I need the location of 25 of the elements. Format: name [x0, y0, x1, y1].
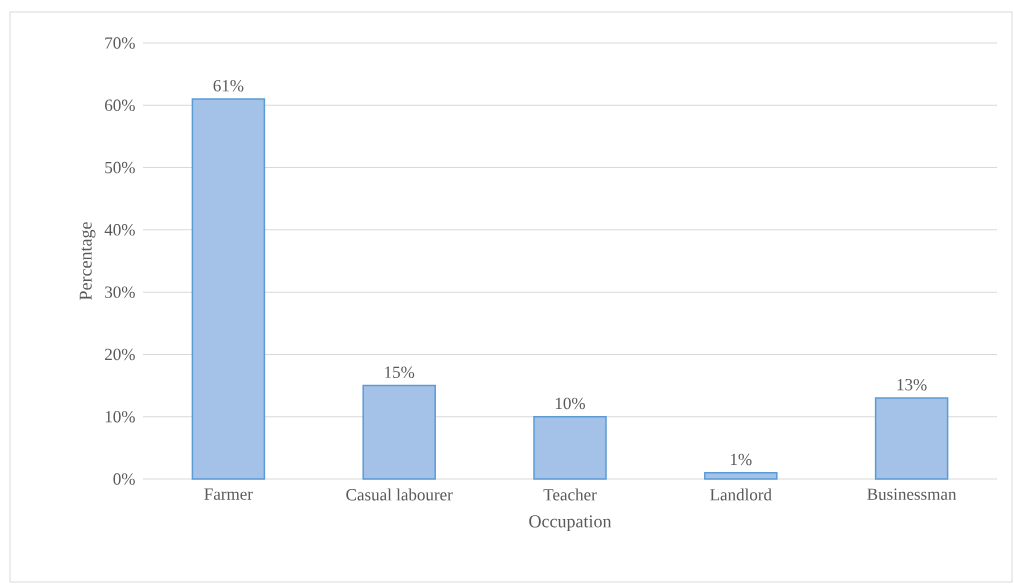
bar	[704, 472, 778, 480]
bar	[874, 397, 949, 480]
x-tick-label: Businessman	[867, 488, 957, 500]
x-tick-label: Farmer	[204, 488, 253, 500]
data-label: 10%	[555, 397, 586, 410]
data-label: 13%	[897, 378, 927, 391]
y-tick-label: 60%	[105, 99, 135, 112]
y-tick-label: 10%	[105, 410, 135, 423]
x-tick-label: Landlord	[710, 488, 772, 501]
y-tick-label: 30%	[105, 286, 135, 298]
bar	[533, 415, 607, 480]
y-axis-title: Percentage	[79, 222, 96, 300]
y-tick-label: 40%	[104, 224, 135, 236]
y-tick-label: 0%	[113, 473, 135, 485]
data-label: 61%	[213, 79, 244, 92]
y-tick-label: 70%	[105, 37, 135, 49]
x-axis-title: Occupation	[529, 515, 612, 532]
y-tick-label: 20%	[105, 348, 135, 361]
data-label: 1%	[730, 453, 752, 466]
data-label: 15%	[385, 366, 415, 379]
bar	[362, 384, 436, 480]
y-tick-label: 50%	[105, 161, 135, 174]
x-tick-label: Teacher	[543, 488, 597, 501]
bar	[191, 98, 266, 480]
x-tick-label: Casual labourer	[346, 488, 453, 501]
